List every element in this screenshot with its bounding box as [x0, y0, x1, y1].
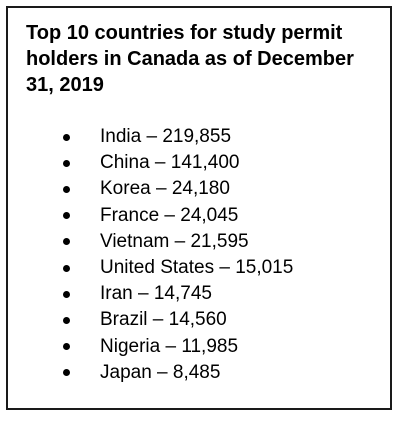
bullet-icon [63, 369, 70, 377]
bullet-icon [63, 316, 70, 324]
bullet-icon [63, 290, 70, 298]
list-item-label: Iran – 14,745 [100, 283, 212, 305]
card-title: Top 10 countries for study permit holder… [26, 22, 354, 96]
list-item-label: Vietnam – 21,595 [100, 230, 249, 252]
list-item: United States – 15,015 [8, 255, 388, 281]
list-item-label: Korea – 24,180 [100, 178, 230, 200]
list-item: Nigeria – 11,985 [8, 334, 388, 360]
list-item: Vietnam – 21,595 [8, 229, 388, 255]
bullet-icon [63, 264, 70, 272]
list-item-label: India – 219,855 [100, 126, 232, 148]
list-item-label: Nigeria – 11,985 [100, 335, 239, 357]
list-item: China – 141,400 [8, 150, 388, 176]
list-item: France – 24,045 [8, 203, 388, 229]
list-item: Korea – 24,180 [8, 176, 388, 202]
bullet-icon [63, 238, 70, 246]
list-item-label: China – 141,400 [100, 152, 240, 174]
list-item: Japan – 8,485 [8, 360, 388, 386]
info-card: Top 10 countries for study permit holder… [6, 6, 392, 410]
bullet-icon [63, 159, 70, 167]
list-item: Iran – 14,745 [8, 281, 388, 307]
bullet-icon [63, 343, 70, 351]
list-item-label: Brazil – 14,560 [100, 309, 227, 331]
list-item-label: United States – 15,015 [100, 257, 294, 279]
list-item-label: Japan – 8,485 [100, 361, 221, 383]
country-list: India – 219,855 China – 141,400 Korea – … [8, 124, 388, 386]
bullet-icon [63, 133, 70, 141]
bullet-icon [63, 212, 70, 220]
list-item: India – 219,855 [8, 124, 388, 150]
bullet-icon [63, 185, 70, 193]
list-item-label: France – 24,045 [100, 204, 239, 226]
list-item: Brazil – 14,560 [8, 307, 388, 333]
